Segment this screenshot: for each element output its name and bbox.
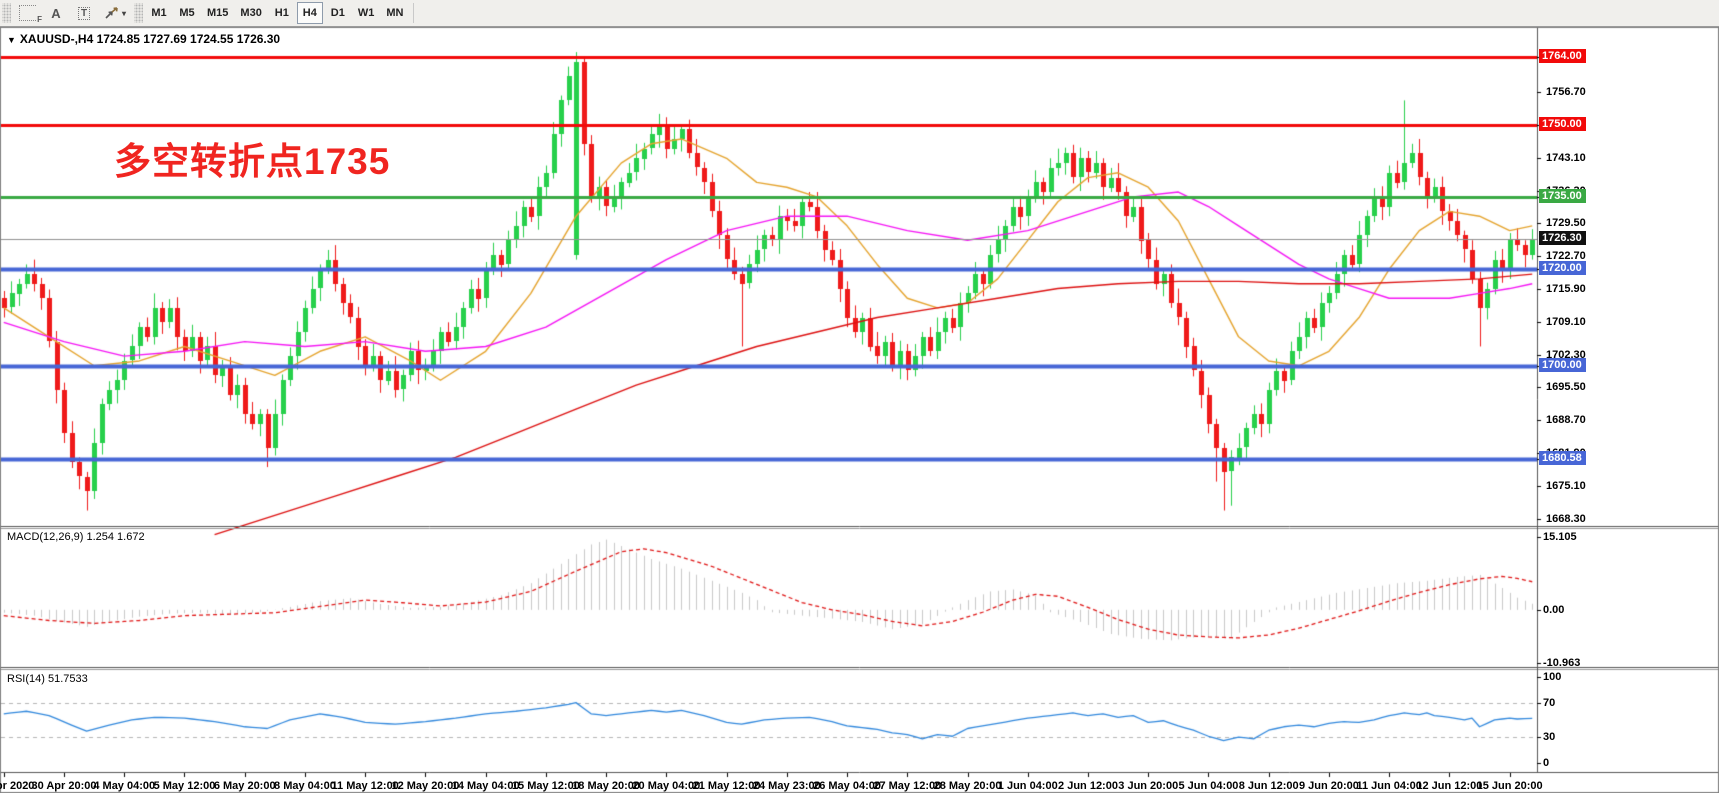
price-tick-label: 1756.70 bbox=[1546, 86, 1586, 99]
symbol-ohlc-text: XAUUSD-,H4 1724.85 1727.69 1724.55 1726.… bbox=[19, 32, 281, 46]
time-axis-label: 8 Jun 12:00 bbox=[1238, 780, 1299, 792]
time-axis-label: 26 May 04:00 bbox=[813, 780, 881, 792]
timeframe-button-m5[interactable]: M5 bbox=[174, 2, 200, 24]
boxed-t-icon: T bbox=[77, 6, 91, 20]
f-grid-tool-button[interactable]: F bbox=[14, 2, 42, 24]
price-tick-label: 1702.30 bbox=[1546, 348, 1586, 361]
time-axis-label: 20 May 04:00 bbox=[632, 780, 701, 792]
price-level-badge: 1680.58 bbox=[1539, 451, 1586, 466]
time-axis-label: 14 May 04:00 bbox=[451, 780, 520, 792]
time-axis-label: 18 May 20:00 bbox=[572, 780, 641, 792]
macd-label: MACD(12,26,9) 1.254 1.672 bbox=[7, 531, 145, 543]
timeframe-button-h1[interactable]: H1 bbox=[269, 2, 295, 24]
price-tick-label: 1695.50 bbox=[1546, 381, 1586, 394]
price-tick-label: 1715.90 bbox=[1546, 283, 1586, 296]
chart-canvas[interactable] bbox=[0, 27, 1719, 793]
timeframe-button-m30[interactable]: M30 bbox=[235, 2, 266, 24]
time-axis-label: 6 May 20:00 bbox=[213, 780, 276, 792]
timeframe-button-group: M1 M5 M15 M30 H1 H4 D1 W1 MN bbox=[145, 2, 409, 24]
rsi-tick-label: 30 bbox=[1543, 731, 1556, 744]
time-axis-label: 30 Apr 20:00 bbox=[31, 780, 97, 792]
toolbar-grip-handle[interactable] bbox=[2, 3, 11, 23]
time-axis-label: 28 May 20:00 bbox=[933, 780, 1002, 792]
time-axis-label: 5 Jun 04:00 bbox=[1178, 780, 1239, 792]
current-price-badge: 1726.30 bbox=[1539, 230, 1586, 245]
chart-title: ▼ XAUUSD-,H4 1724.85 1727.69 1724.55 1726… bbox=[7, 32, 280, 46]
cursor-arrows-button[interactable]: ▾ bbox=[99, 2, 131, 24]
rsi-tick-label: 100 bbox=[1543, 670, 1562, 683]
time-axis-label: 2 Jun 12:00 bbox=[1058, 780, 1118, 792]
macd-tick-label: -10.963 bbox=[1543, 656, 1581, 669]
time-axis-label: 11 Jun 04:00 bbox=[1356, 780, 1422, 792]
text-annotation-button[interactable]: A bbox=[43, 2, 69, 24]
price-tick-label: 1668.30 bbox=[1546, 512, 1586, 525]
annotation-text-object[interactable]: 多空转折点1735 bbox=[114, 141, 391, 182]
time-axis-label: 27 May 12:00 bbox=[873, 780, 942, 792]
macd-tick-label: 0.00 bbox=[1543, 603, 1565, 616]
price-level-badge: 1735.00 bbox=[1539, 188, 1586, 203]
time-axis-label: 15 Jun 20:00 bbox=[1476, 780, 1543, 792]
price-tick-label: 1729.50 bbox=[1546, 217, 1586, 230]
price-tick-label: 1709.10 bbox=[1546, 315, 1586, 328]
price-tick-label: 1688.70 bbox=[1546, 414, 1586, 427]
letter-a-icon: A bbox=[51, 5, 61, 21]
macd-tick-label: 15.105 bbox=[1543, 530, 1577, 543]
time-axis-label: 1 Jun 04:00 bbox=[997, 780, 1058, 792]
timeframe-button-mn[interactable]: MN bbox=[381, 2, 408, 24]
price-tick-label: 1675.10 bbox=[1546, 479, 1586, 492]
toolbar-separator bbox=[413, 3, 415, 23]
time-axis-label: 21 May 12:00 bbox=[692, 780, 761, 792]
time-axis-label: 8 May 04:00 bbox=[274, 780, 336, 792]
timeframe-button-m15[interactable]: M15 bbox=[202, 2, 233, 24]
timeframe-button-h4[interactable]: H4 bbox=[296, 2, 323, 24]
diagonal-arrows-icon bbox=[105, 7, 118, 19]
chart-window: ▼ XAUUSD-,H4 1724.85 1727.69 1724.55 1726… bbox=[0, 27, 1719, 793]
timeframe-button-m1[interactable]: M1 bbox=[146, 2, 172, 24]
price-level-badge: 1750.00 bbox=[1539, 116, 1586, 131]
price-tick-label: 1743.10 bbox=[1546, 151, 1586, 164]
text-box-button[interactable]: T bbox=[71, 2, 97, 24]
rsi-label: RSI(14) 51.7533 bbox=[7, 673, 88, 685]
toolbar: F A T ▾ M1 M5 M15 M30 H1 H4 D1 W1 MN bbox=[0, 0, 1719, 27]
price-level-badge: 1700.00 bbox=[1539, 357, 1586, 372]
time-axis-label: 5 May 12:00 bbox=[153, 780, 216, 792]
chevron-down-icon: ▾ bbox=[122, 8, 127, 18]
time-axis-label: 15 May 12:00 bbox=[511, 780, 580, 792]
timeframe-button-w1[interactable]: W1 bbox=[353, 2, 380, 24]
time-axis-label: 12 May 20:00 bbox=[391, 780, 460, 792]
symbol-dropdown-icon[interactable]: ▼ bbox=[7, 35, 16, 45]
price-level-badge: 1764.00 bbox=[1539, 48, 1586, 63]
rsi-tick-label: 70 bbox=[1543, 696, 1556, 709]
rsi-tick-label: 0 bbox=[1543, 756, 1550, 769]
timeframe-button-d1[interactable]: D1 bbox=[325, 2, 351, 24]
dotted-grid-f-icon: F bbox=[19, 5, 42, 24]
price-level-badge: 1720.00 bbox=[1539, 261, 1586, 276]
time-axis-label: 11 May 12:00 bbox=[331, 780, 399, 792]
price-tick-label: 1722.70 bbox=[1546, 250, 1586, 263]
time-axis-label: 24 May 23:00 bbox=[752, 780, 821, 792]
time-axis-label: 29 Apr 2020 bbox=[0, 780, 35, 792]
time-axis-label: 9 Jun 20:00 bbox=[1298, 780, 1359, 792]
time-axis-label: 12 Jun 12:00 bbox=[1416, 780, 1483, 792]
time-axis-label: 4 May 04:00 bbox=[93, 780, 156, 792]
toolbar-grip-handle[interactable] bbox=[134, 3, 144, 23]
time-axis-label: 3 Jun 20:00 bbox=[1118, 780, 1179, 792]
